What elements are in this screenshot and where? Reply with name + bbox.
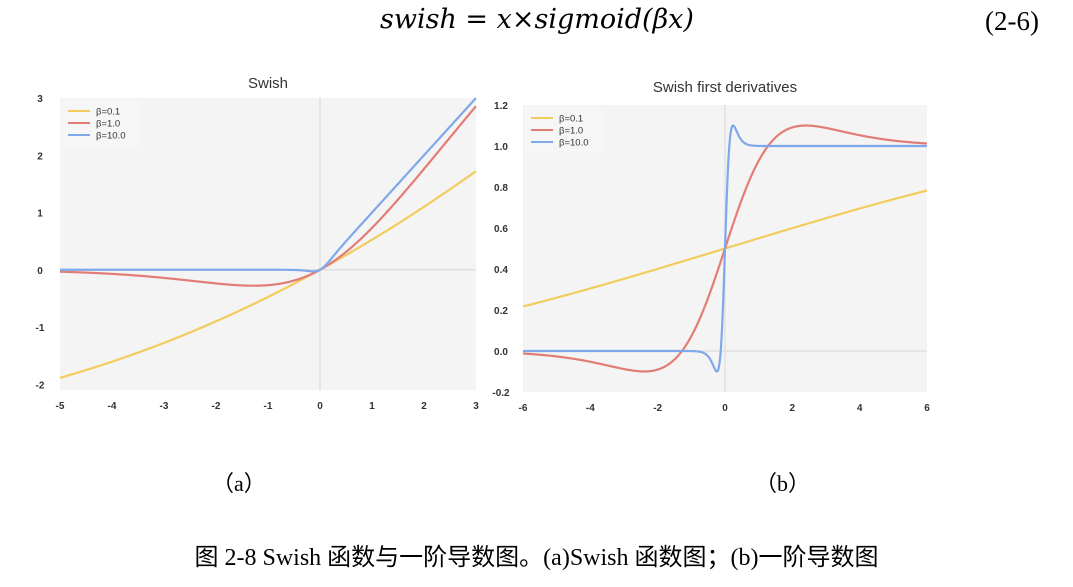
- series-line-beta-0-1: [59, 170, 477, 379]
- panel-label-b: （b）: [755, 471, 811, 496]
- y-tick-label: -0.2: [492, 388, 510, 399]
- x-tick-label: -2: [212, 401, 221, 412]
- swish-chart: Swish -5 -4 -3 -2 -1 0 1 2 3 3 2 1 0 -1 -2 β=0.1β=1.0β=1…: [36, 75, 480, 412]
- legend-label: β=0.1: [559, 114, 583, 125]
- x-tick-label: -6: [519, 403, 528, 414]
- x-tick-label: 2: [421, 401, 427, 412]
- swish-derivative-chart: Swish first derivatives -6 -4 -2 0 2 4 6 1.2 1.0 0…: [492, 79, 930, 414]
- y-tick-label: 1.2: [494, 101, 508, 112]
- y-tick-label: 0.8: [494, 183, 508, 194]
- legend-label: β=1.0: [559, 126, 583, 137]
- panel-label-a: （a）: [212, 471, 266, 496]
- x-tick-label: -3: [160, 401, 169, 412]
- y-tick-label: 0.6: [494, 224, 508, 235]
- legend-label: β=10.0: [559, 138, 589, 149]
- legend-label: β=10.0: [96, 131, 126, 142]
- series-line-beta-1: [59, 105, 477, 287]
- y-tick-label: 0.4: [494, 265, 508, 276]
- swish-equation: swish = x×sigmoid(βx): [380, 4, 694, 35]
- y-tick-label: 1: [37, 209, 43, 220]
- plot-area: [60, 98, 476, 390]
- equation-row: swish = x×sigmoid(βx) (2-6): [0, 4, 1073, 44]
- x-tick-label: 6: [924, 403, 930, 414]
- y-tick-label: -1: [36, 323, 45, 334]
- x-tick-label: 1: [369, 401, 375, 412]
- y-tick-label: 0: [37, 266, 43, 277]
- y-tick-label: 0.2: [494, 306, 508, 317]
- x-tick-label: -2: [653, 403, 662, 414]
- series-line-beta-10: [60, 97, 477, 273]
- x-tick-label: -1: [264, 401, 273, 412]
- y-tick-label: 2: [37, 151, 43, 162]
- x-tick-label: 4: [857, 403, 863, 414]
- x-tick-label: 2: [790, 403, 796, 414]
- chart-title: Swish: [248, 75, 288, 92]
- legend-label: β=1.0: [96, 119, 120, 130]
- y-tick-label: 1.0: [494, 142, 508, 153]
- chart-title: Swish first derivatives: [653, 79, 797, 96]
- y-tick-label: 0.0: [494, 347, 508, 358]
- x-tick-label: 3: [473, 401, 479, 412]
- x-tick-label: 0: [317, 401, 323, 412]
- figure-caption: 图 2-8 Swish 函数与一阶导数图。(a)Swish 函数图；(b)一阶导…: [194, 545, 879, 571]
- equation-number: (2-6): [985, 6, 1039, 36]
- y-tick-label: -2: [36, 380, 45, 391]
- x-tick-label: -4: [586, 403, 595, 414]
- y-tick-label: 3: [37, 94, 43, 105]
- x-tick-label: -4: [108, 401, 117, 412]
- legend-label: β=0.1: [96, 107, 120, 118]
- series-line-beta-10: [523, 124, 927, 373]
- x-tick-label: 0: [722, 403, 728, 414]
- x-tick-label: -5: [56, 401, 65, 412]
